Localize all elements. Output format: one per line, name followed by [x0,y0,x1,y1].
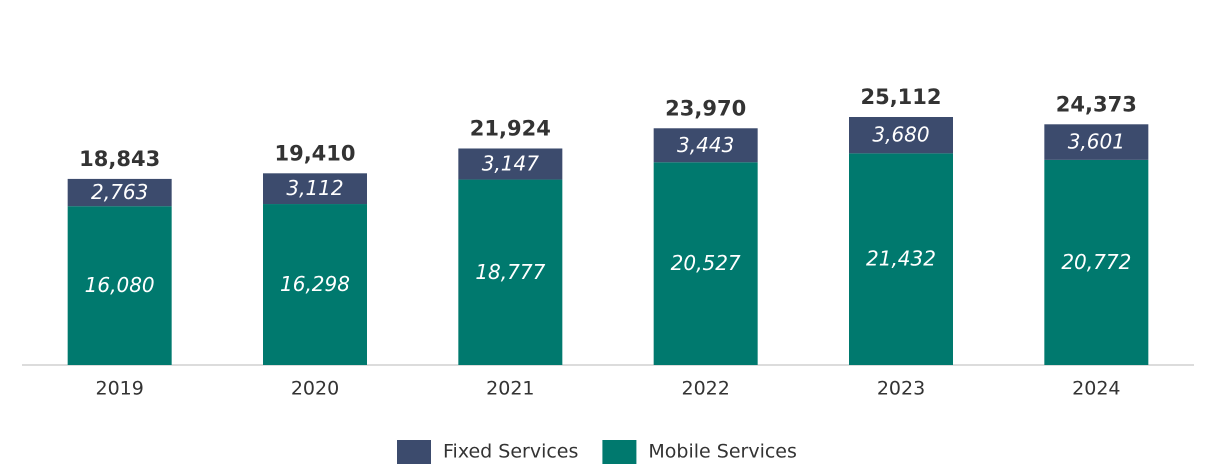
value-label: 3,147 [482,152,540,176]
bar-segment [1044,124,1149,160]
bar-segment [458,179,563,365]
value-label: 3,112 [286,176,343,200]
value-label: 18,777 [475,260,545,284]
value-label: 3,680 [872,123,929,147]
value-label: 16,298 [280,272,350,296]
value-label: 2,763 [91,180,148,204]
bar-segment [653,162,758,365]
bar-segment [67,206,172,365]
total-label: 21,924 [470,116,551,140]
total-label: 23,970 [665,96,746,120]
x-tick-label: 2023 [877,378,925,400]
legend-label: Fixed Services [443,441,578,463]
value-label: 20,772 [1061,250,1131,274]
value-label: 3,443 [677,133,734,157]
bar-segment [263,173,367,205]
value-label: 3,601 [1068,130,1125,154]
bar-segment [458,148,563,180]
bar-segment [849,117,953,154]
total-label: 18,843 [79,147,160,171]
total-label: 25,112 [860,85,941,109]
x-tick-label: 2019 [95,378,143,400]
total-label: 19,410 [274,141,355,165]
total-label: 24,373 [1056,92,1137,116]
x-tick-label: 2024 [1072,378,1120,400]
value-label: 16,080 [85,273,155,297]
bar-segment [263,204,367,365]
legend-swatch [602,440,637,464]
bar-segment [1044,159,1149,365]
bar-segment [849,153,953,365]
x-tick-label: 2022 [681,378,729,400]
legend-swatch [397,440,431,464]
x-tick-label: 2021 [486,378,534,400]
value-label: 20,527 [671,251,741,275]
legend-label: Mobile Services [648,441,796,463]
x-tick-label: 2020 [291,378,339,400]
value-label: 21,432 [866,247,936,271]
bar-segment [67,178,172,207]
bar-segment [653,128,758,163]
